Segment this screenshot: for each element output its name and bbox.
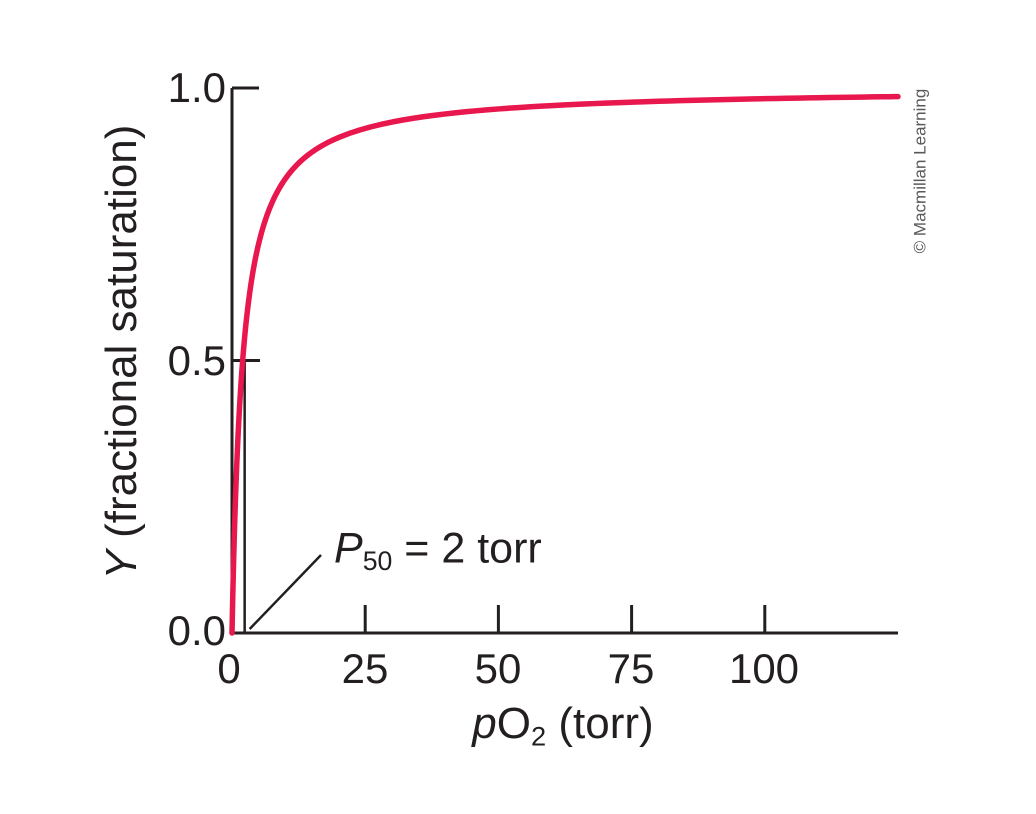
x-axis-unit: (torr) [546, 699, 654, 749]
y-tick-label-0.0: 0.0 [167, 607, 226, 654]
x-axis-variable-p: p [472, 699, 497, 749]
x-tick-label-25: 25 [341, 645, 389, 692]
x-axis-molecule: O [496, 699, 532, 749]
annotation-pointer-line [248, 554, 322, 630]
x-tick-label-0: 0 [217, 645, 241, 692]
p50-variable: P [334, 524, 363, 573]
y-axis-label: Y (fractional saturation) [97, 124, 146, 580]
x-tick-label-50: 50 [474, 645, 522, 692]
p50-subscript: 50 [362, 545, 393, 576]
y-tick-label-1.0: 1.0 [167, 64, 226, 111]
y-tick-label-0.5: 0.5 [167, 337, 226, 384]
oxygen-binding-curve [229, 93, 901, 636]
p50-value: = 2 torr [392, 524, 542, 573]
x-axis-label: pO2 (torr) [472, 702, 653, 750]
copyright-label: © Macmillan Learning [910, 88, 930, 254]
p50-annotation: P50 = 2 torr [334, 527, 542, 574]
x-axis-subscript: 2 [531, 720, 547, 752]
x-tick-label-75: 75 [607, 645, 655, 692]
y-axis-label-rest: (fractional saturation) [97, 124, 146, 551]
y-axis-variable: Y [97, 550, 146, 580]
x-tick-label-100: 100 [728, 645, 800, 692]
